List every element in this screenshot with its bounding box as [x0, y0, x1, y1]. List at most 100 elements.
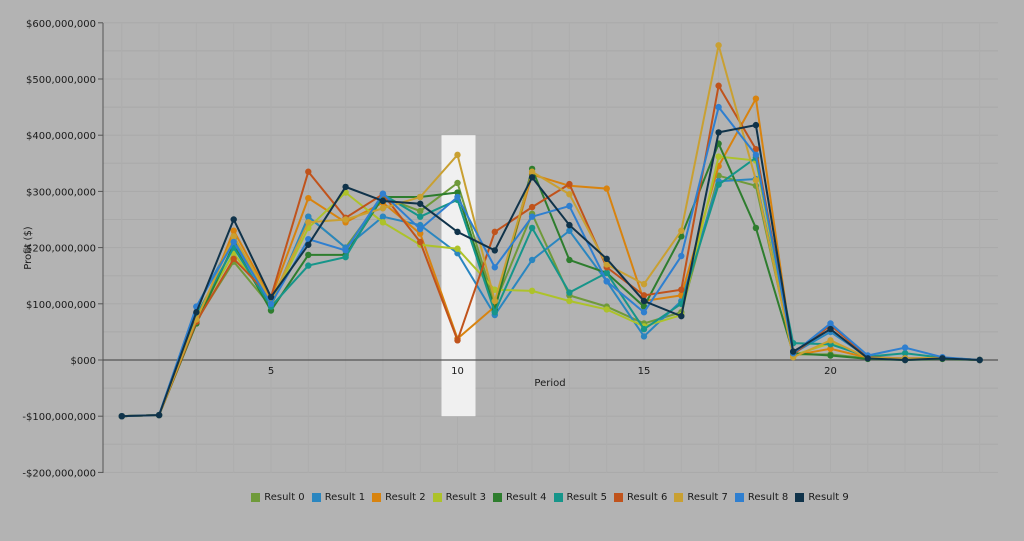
- legend-item: Result 8: [734, 492, 788, 503]
- data-point: [305, 219, 312, 226]
- data-point: [752, 121, 760, 129]
- data-point: [528, 213, 536, 220]
- data-point: [230, 238, 237, 246]
- data-point: [678, 286, 685, 293]
- x-tick-label: 15: [638, 366, 651, 377]
- data-point: [305, 168, 312, 175]
- data-point: [454, 151, 461, 159]
- data-point: [603, 255, 610, 263]
- data-point: [417, 200, 424, 207]
- legend-swatch: [795, 493, 805, 502]
- data-point: [752, 146, 760, 153]
- data-point: [454, 193, 461, 201]
- legend-item: Result 6: [613, 492, 668, 503]
- y-tick-label: $100,000,000: [26, 300, 96, 311]
- data-point: [566, 180, 573, 188]
- series-line: [121, 155, 980, 418]
- legend-label: Result 1: [324, 492, 366, 503]
- series-7: [118, 42, 983, 420]
- legend-label: Result 4: [506, 492, 547, 503]
- legend-label: Result 6: [626, 492, 668, 503]
- data-point: [305, 213, 312, 220]
- y-tick-labels: $600,000,000 $500,000,000 $400,000,000 $…: [22, 19, 96, 480]
- data-point: [603, 261, 610, 268]
- data-point: [528, 256, 536, 264]
- legend-swatch: [553, 493, 563, 502]
- legend-swatch: [372, 493, 382, 502]
- data-point: [417, 213, 424, 220]
- data-point: [491, 309, 498, 316]
- data-point: [603, 269, 610, 277]
- data-point: [752, 95, 760, 102]
- data-point: [603, 185, 610, 192]
- y-tick-label: $200,000,000: [26, 244, 96, 255]
- data-point: [752, 224, 760, 232]
- grid: [103, 22, 998, 473]
- data-point: [827, 345, 834, 352]
- data-point: [566, 256, 573, 264]
- data-point: [566, 297, 573, 305]
- legend-swatch: [432, 493, 442, 502]
- legend-label: Result 3: [445, 492, 487, 503]
- data-point: [342, 247, 349, 254]
- data-point: [491, 297, 498, 305]
- legend-swatch: [613, 493, 623, 502]
- data-point: [379, 219, 387, 226]
- data-point: [678, 312, 685, 320]
- series-line: [121, 45, 980, 418]
- data-point: [752, 176, 760, 184]
- x-tick-label: 10: [451, 366, 464, 377]
- data-point: [342, 253, 349, 261]
- data-point: [230, 216, 237, 223]
- data-point: [939, 355, 946, 362]
- data-point: [715, 103, 722, 111]
- data-point: [267, 300, 275, 307]
- data-point: [678, 227, 685, 234]
- data-point: [715, 129, 722, 136]
- series-line: [121, 95, 980, 418]
- data-point: [491, 228, 498, 236]
- series-line: [121, 141, 980, 418]
- legend-item: Result 2: [372, 492, 426, 503]
- legend-label: Result 7: [687, 492, 728, 503]
- y-tick-label: $600,000,000: [26, 19, 96, 30]
- legend-swatch: [674, 493, 684, 502]
- legend-item: Result 0: [251, 492, 305, 503]
- data-point: [305, 194, 312, 202]
- data-point: [118, 413, 126, 420]
- data-point: [193, 309, 200, 316]
- data-point: [715, 181, 722, 188]
- series-line: [121, 123, 980, 418]
- data-point: [379, 213, 387, 220]
- data-point: [230, 227, 237, 234]
- data-point: [417, 193, 424, 201]
- data-point: [715, 42, 722, 49]
- data-point: [417, 238, 424, 246]
- data-point: [901, 356, 909, 364]
- y-tick-label: $300,000,000: [26, 187, 96, 198]
- data-point: [342, 183, 349, 191]
- data-point: [305, 262, 312, 269]
- legend-swatch: [493, 493, 503, 502]
- legend-label: Result 0: [264, 492, 305, 503]
- data-point: [827, 352, 834, 359]
- legend-label: Result 2: [385, 492, 426, 503]
- data-point: [976, 356, 983, 364]
- data-point: [752, 151, 760, 159]
- legend-swatch: [251, 493, 261, 502]
- y-tick-label: $500,000,000: [26, 75, 96, 86]
- legend-item: Result 7: [674, 492, 728, 503]
- data-point: [901, 344, 909, 351]
- data-point: [230, 255, 237, 263]
- data-point: [566, 289, 573, 296]
- data-point: [827, 325, 834, 333]
- data-point: [640, 325, 648, 333]
- y-axis-label: Profit ($): [23, 226, 34, 270]
- data-point: [454, 179, 461, 187]
- data-point: [566, 221, 573, 229]
- data-point: [640, 280, 648, 288]
- data-point: [491, 264, 498, 271]
- legend-item: Result 4: [493, 492, 547, 503]
- data-point: [678, 252, 685, 260]
